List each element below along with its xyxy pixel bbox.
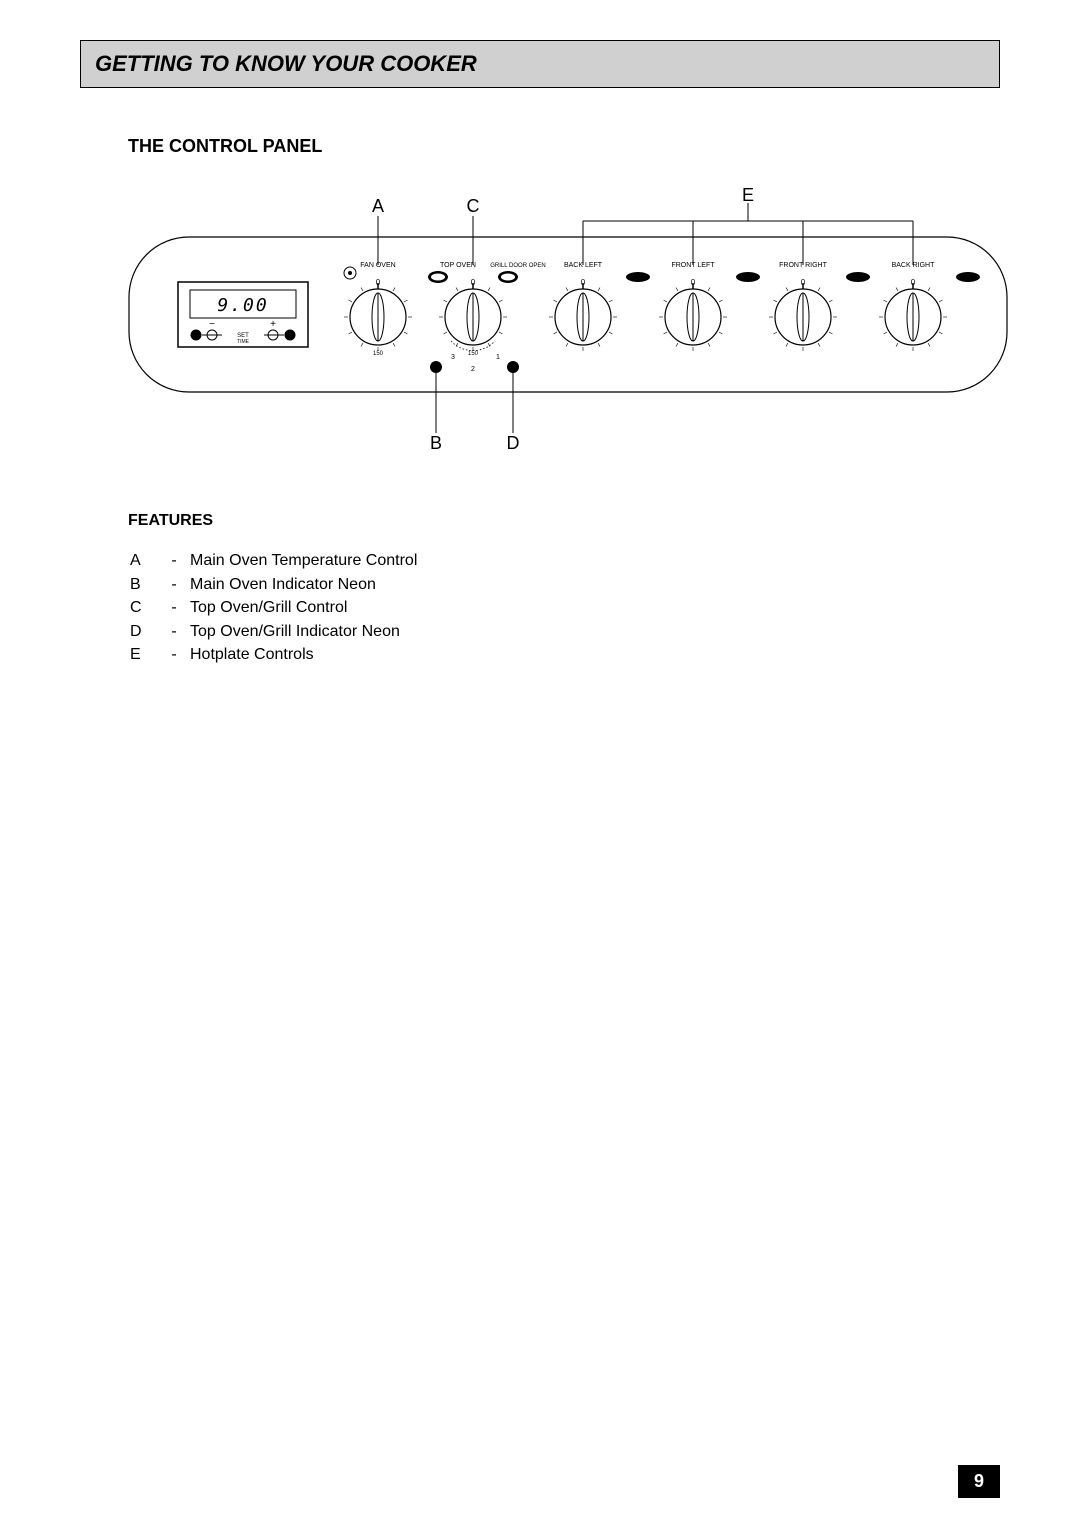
feature-key: C bbox=[130, 597, 158, 619]
svg-text:150: 150 bbox=[468, 351, 479, 357]
control-panel-heading: THE CONTROL PANEL bbox=[128, 136, 1000, 157]
svg-text:3: 3 bbox=[451, 354, 455, 361]
svg-text:0: 0 bbox=[376, 278, 381, 287]
svg-text:E: E bbox=[742, 187, 754, 205]
svg-text:0: 0 bbox=[911, 278, 916, 287]
svg-text:0: 0 bbox=[801, 278, 806, 287]
feature-dash: - bbox=[160, 621, 188, 643]
page-number: 9 bbox=[958, 1465, 1000, 1498]
features-heading: FEATURES bbox=[128, 512, 1000, 530]
feature-key: B bbox=[130, 574, 158, 596]
svg-text:B: B bbox=[430, 433, 442, 453]
svg-text:150: 150 bbox=[373, 351, 384, 357]
svg-text:+: + bbox=[270, 319, 276, 330]
table-row: A-Main Oven Temperature Control bbox=[130, 550, 417, 572]
table-row: D-Top Oven/Grill Indicator Neon bbox=[130, 621, 417, 643]
table-row: B-Main Oven Indicator Neon bbox=[130, 574, 417, 596]
svg-text:−: − bbox=[209, 319, 215, 330]
svg-text:0: 0 bbox=[471, 278, 476, 287]
feature-desc: Hotplate Controls bbox=[190, 644, 417, 666]
feature-desc: Top Oven/Grill Control bbox=[190, 597, 417, 619]
feature-dash: - bbox=[160, 644, 188, 666]
features-table: A-Main Oven Temperature ControlB-Main Ov… bbox=[128, 548, 419, 668]
svg-text:TOP OVEN: TOP OVEN bbox=[440, 262, 476, 269]
features-section: FEATURES A-Main Oven Temperature Control… bbox=[128, 512, 1000, 668]
feature-dash: - bbox=[160, 550, 188, 572]
svg-text:TIME: TIME bbox=[237, 339, 250, 345]
table-row: C-Top Oven/Grill Control bbox=[130, 597, 417, 619]
svg-text:1: 1 bbox=[496, 354, 500, 361]
svg-text:2: 2 bbox=[471, 366, 475, 373]
svg-text:0: 0 bbox=[691, 278, 696, 287]
svg-text:0: 0 bbox=[581, 278, 586, 287]
svg-text:D: D bbox=[507, 433, 520, 453]
feature-desc: Main Oven Indicator Neon bbox=[190, 574, 417, 596]
feature-dash: - bbox=[160, 597, 188, 619]
section-header: GETTING TO KNOW YOUR COOKER bbox=[80, 40, 1000, 88]
svg-text:GRILL DOOR OPEN: GRILL DOOR OPEN bbox=[490, 263, 545, 269]
feature-desc: Main Oven Temperature Control bbox=[190, 550, 417, 572]
feature-key: E bbox=[130, 644, 158, 666]
feature-desc: Top Oven/Grill Indicator Neon bbox=[190, 621, 417, 643]
feature-key: A bbox=[130, 550, 158, 572]
svg-text:A: A bbox=[372, 196, 384, 216]
svg-text:C: C bbox=[467, 196, 480, 216]
feature-dash: - bbox=[160, 574, 188, 596]
feature-key: D bbox=[130, 621, 158, 643]
control-panel-diagram: 9.00SETTIME−+FAN OVENTOP OVENGRILL DOOR … bbox=[128, 187, 1000, 472]
table-row: E-Hotplate Controls bbox=[130, 644, 417, 666]
svg-text:9.00: 9.00 bbox=[217, 295, 268, 316]
